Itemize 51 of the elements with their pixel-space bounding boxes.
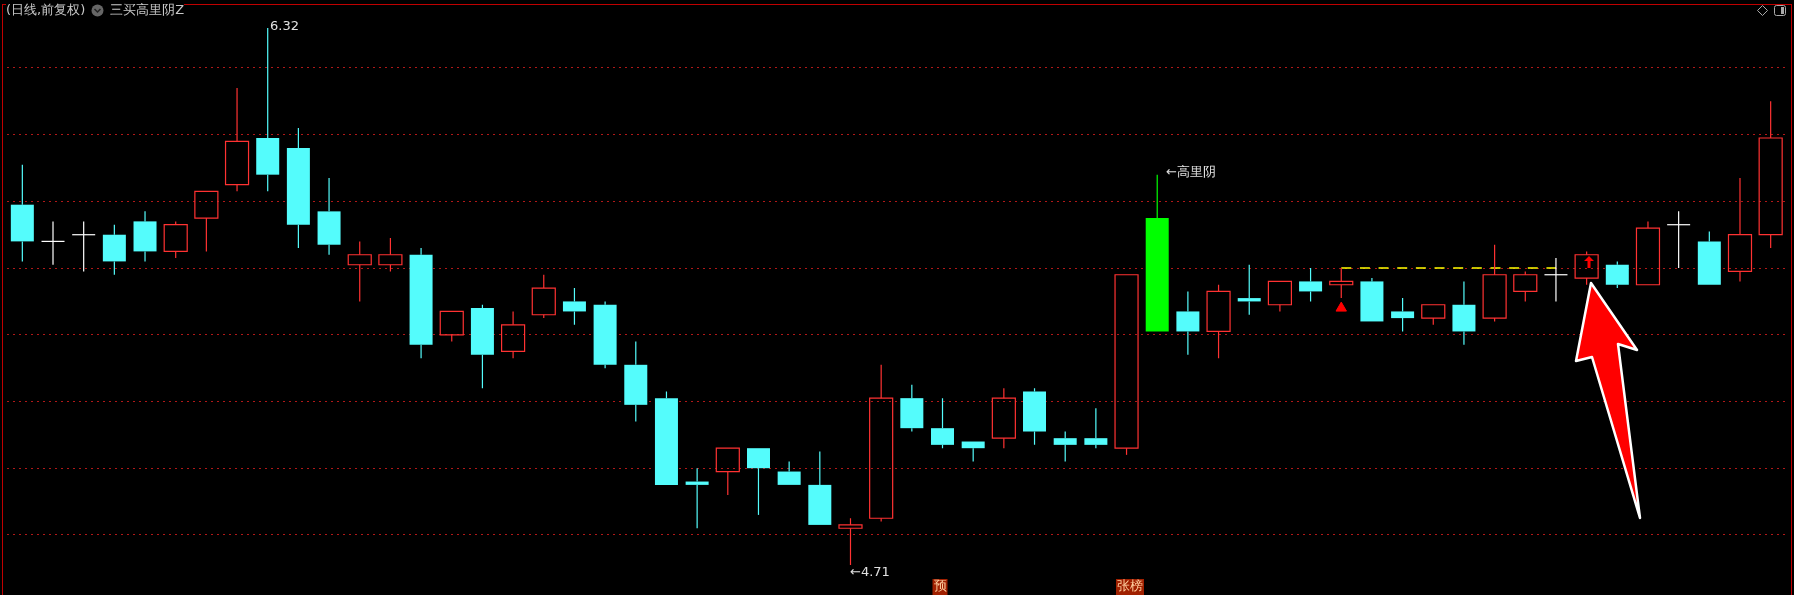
candlestick — [1543, 257, 1569, 303]
candlestick — [593, 300, 617, 369]
candlestick — [869, 364, 894, 523]
candlestick — [1237, 264, 1261, 316]
candlestick — [224, 87, 250, 192]
candlestick — [500, 310, 526, 359]
candlestick — [931, 397, 955, 449]
candlestick — [777, 460, 801, 485]
candlestick — [1053, 430, 1077, 463]
candlestick — [409, 247, 433, 359]
candlestick — [1145, 174, 1169, 332]
candlestick — [1329, 267, 1354, 299]
candlestick — [1758, 100, 1783, 249]
candlestick — [40, 220, 66, 266]
candlestick — [1452, 280, 1476, 346]
candlestick — [194, 190, 219, 252]
candlestick — [102, 224, 126, 276]
candlestick — [1635, 220, 1661, 286]
annotation: 6.32 — [270, 18, 299, 34]
chart-subtitle: 三买高里阴Z — [110, 1, 185, 19]
candlestick — [1482, 244, 1507, 323]
candlestick — [1727, 177, 1753, 283]
candlestick — [378, 237, 403, 273]
candlestick — [286, 127, 310, 249]
candlestick — [746, 448, 770, 516]
candlestick — [10, 164, 34, 262]
candlestick — [1267, 280, 1293, 313]
candlestick — [1206, 284, 1231, 359]
candlestick — [685, 467, 709, 529]
annotation: ←4.71 — [850, 564, 890, 580]
candlestick — [1360, 277, 1384, 322]
candlestick — [808, 450, 832, 525]
candlestick — [1299, 267, 1323, 303]
text: 张榜 — [1117, 578, 1143, 594]
candlestick — [317, 177, 341, 256]
candlestick — [71, 220, 96, 273]
text: 预 — [933, 578, 947, 594]
candlestick — [562, 287, 586, 326]
candlestick — [133, 210, 157, 262]
candlestick — [715, 447, 740, 496]
candlestick — [1391, 297, 1415, 333]
candlestick — [624, 340, 648, 423]
candlestick — [838, 517, 863, 566]
annotation: ←高里阴 — [1166, 164, 1216, 180]
candlestick — [470, 304, 494, 389]
candlestick — [347, 240, 372, 303]
candlestick — [1084, 407, 1108, 449]
chart-title: (日线,前复权) — [6, 1, 86, 19]
candlestick — [1176, 290, 1200, 356]
candlestick — [1666, 210, 1691, 269]
candlestick — [991, 387, 1016, 449]
